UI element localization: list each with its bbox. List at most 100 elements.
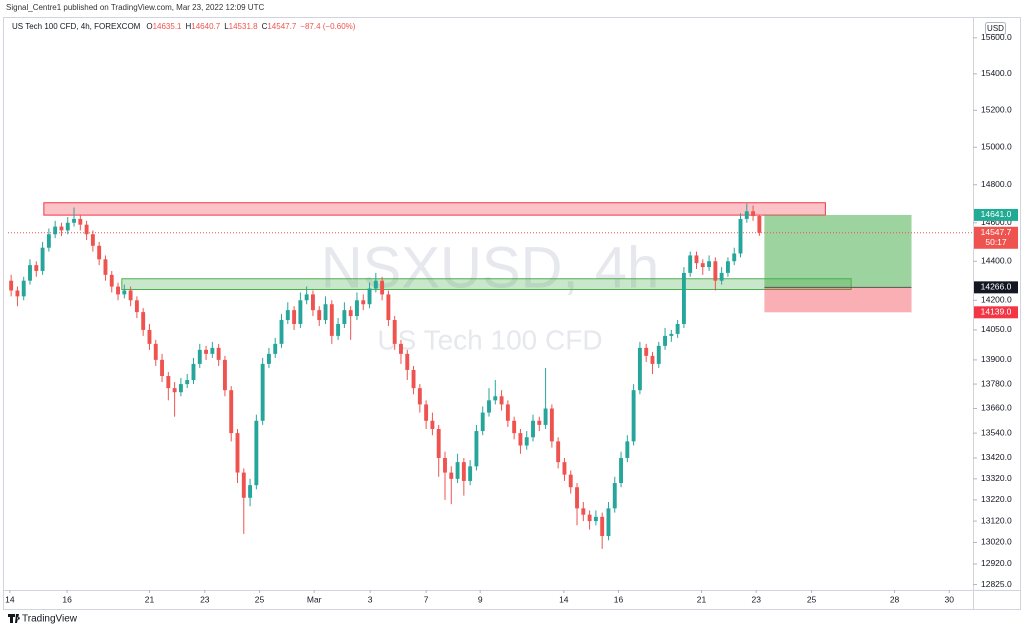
profit-box [764,214,912,288]
candle-body [229,390,234,434]
candle-body [455,462,460,479]
candle-body [373,280,378,289]
candle-body [28,265,32,281]
x-tick-label: 25 [807,594,817,604]
x-tick-label: 16 [614,594,624,604]
candle-body [9,280,14,291]
candle-body [254,420,259,486]
candle-body [40,247,45,271]
candle-body [681,272,686,324]
zone [43,202,826,216]
candle-body [600,516,605,537]
x-tick-label: 21 [697,594,707,604]
x-tick-label: 23 [200,594,210,604]
candle-body [178,384,183,393]
price-label-box [974,306,1018,319]
x-tick-label: 23 [751,594,761,604]
chart-frame [3,17,1021,610]
last-price-box [974,226,1018,249]
candle-body [273,343,278,354]
ohlc-label: O [146,22,152,31]
candle-body [380,280,385,295]
candle-body [487,400,491,413]
x-tick-label: 21 [145,594,155,604]
y-tick-label: 13900.0 [981,354,1012,364]
plot-area: US Tech 100 CFD, 4h, FOREXCOM O14635.1 H14… [5,22,1018,604]
candle-body [216,347,221,360]
countdown: 50:17 [985,237,1007,247]
y-tick-label: 13540.0 [981,427,1012,437]
candle-body [738,218,743,254]
ohlc-label: L [224,22,229,31]
candle-body [719,272,724,281]
candle-body [153,343,158,360]
candle-body [90,234,95,246]
y-tick-label: 13320.0 [981,473,1012,483]
candle-body [160,359,164,376]
candle-body [581,508,586,515]
y-tick-label: 13220.0 [981,494,1012,504]
candle-body [386,294,391,321]
y-tick-label: 13420.0 [981,452,1012,462]
candle-body [141,312,146,330]
candle-body [84,224,89,235]
candle-body [707,261,712,268]
candle-body [355,300,359,317]
candle-body [367,288,372,305]
candle-body [241,472,246,498]
y-tick-label: 15000.0 [981,142,1012,152]
watermark-description: US Tech 100 CFD [377,324,602,355]
y-tick-label: 14800.0 [981,179,1012,189]
candle-body [656,345,661,364]
ohlc-value: 14547.7 [267,22,296,31]
candle-body [53,226,58,235]
candle-body [531,420,535,438]
candle-body [285,310,290,321]
y-tick-label: 14400.0 [981,255,1012,265]
candle-body [166,375,171,389]
candle-body [587,514,592,522]
candle-body [266,353,271,364]
candle-body [348,310,353,317]
candle-body [248,485,253,498]
candle-body [644,347,649,356]
y-tick-label: 13120.0 [981,515,1012,525]
candle-body [15,290,20,297]
price-label: 14266.0 [981,282,1012,292]
candle-body [204,349,209,354]
published-note: Signal_Centre1 published on TradingView.… [6,3,264,12]
candle-body [342,310,347,324]
currency-box [985,22,1006,35]
symbol: US Tech 100 CFD, 4h, FOREXCOM [12,22,141,31]
candle-body [443,457,447,473]
candle-body [461,462,466,481]
y-tick-label: 15400.0 [981,68,1012,78]
tradingview-logo: TradingView [8,614,78,625]
candle-body [361,300,366,305]
candle-body [669,333,674,336]
candle-body [317,310,322,321]
candle-body [619,457,623,484]
candle-body [304,294,309,301]
y-tick-label: 12825.0 [981,579,1012,589]
ohlc-label: C [262,22,268,31]
candle-body [612,483,617,509]
candle-body [147,329,152,344]
watermark-symbol: NSXUSD, 4h [321,235,659,300]
y-tick-label: 14050.0 [981,324,1012,334]
candle-body [512,420,517,434]
candle-body [34,265,39,271]
candle-body [744,211,749,219]
x-tick-label: 14 [559,594,569,604]
candle-body [436,429,441,458]
candle-body [103,259,108,275]
candle-body [298,300,303,324]
x-tick-label: 9 [478,594,483,604]
x-tick-label: 16 [62,594,72,604]
change: −87.4 (−0.60%) [300,22,355,31]
candle-body [606,508,611,537]
candle-body [424,404,429,421]
candle-body [197,349,202,364]
candle-body [336,323,341,336]
